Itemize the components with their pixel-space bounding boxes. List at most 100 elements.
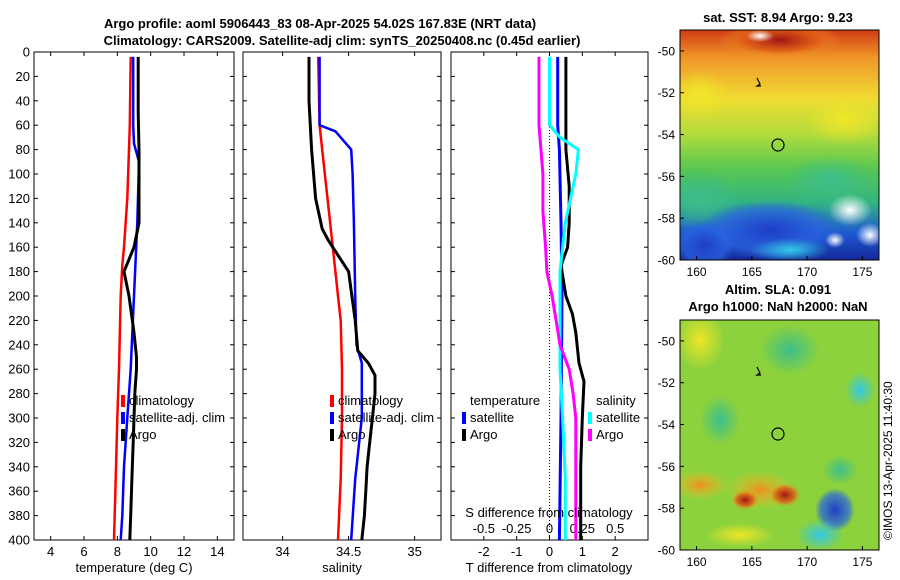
series-line-climatology (316, 56, 344, 541)
legend-swatch-satellite-clim (121, 412, 125, 424)
salinity-x-axis: 34 34.5 35 (275, 52, 422, 559)
legend-swatch-argo (121, 429, 125, 441)
depth-tick-label: 40 (16, 93, 30, 108)
salinity-x-label: salinity (322, 560, 362, 575)
depth-tick-label: 300 (8, 411, 30, 426)
temperature-legend: climatology satellite-adj. clim Argo (121, 393, 225, 442)
sla-latitude-axis: -50 -52 -54 -56 -58 -60 (658, 334, 684, 558)
legend-label-argo: Argo (338, 427, 365, 442)
salinity-difference-tick-label: -0.5 (473, 521, 495, 536)
legend-label-temp-argo: Argo (470, 427, 497, 442)
salinity-difference-tick-label: 0.25 (570, 521, 595, 536)
legend-swatch-argo (330, 429, 334, 441)
salinity-tick-label: 35 (407, 544, 421, 559)
difference-tick-label: 2 (612, 544, 619, 559)
figure-title-line2: Climatology: CARS2009. Satellite-adj cli… (104, 33, 581, 48)
salinity-difference-tick-label: 0 (546, 521, 553, 536)
legend-label-climatology: climatology (338, 393, 404, 408)
sst-map-frame (679, 29, 880, 261)
lat-tick-label: -52 (658, 86, 676, 100)
series-line-temperature-argo (559, 56, 586, 540)
lon-tick-label: 175 (852, 555, 872, 569)
depth-tick-label: 100 (8, 167, 30, 182)
sla-map-frame (679, 319, 880, 551)
depth-tick-label: 360 (8, 484, 30, 499)
legend-label-satellite-clim: satellite-adj. clim (338, 410, 434, 425)
temperature-tick-label: 10 (143, 544, 157, 559)
temperature-tick-label: 14 (210, 544, 224, 559)
depth-tick-label: 0 (23, 45, 30, 60)
temperature-x-label: temperature (deg C) (75, 560, 192, 575)
lon-tick-label: 160 (687, 555, 707, 569)
series-line-salinity-argo (537, 56, 578, 540)
s-difference-label: S difference from climatology (465, 505, 633, 520)
sla-map-title-line2: Argo h1000: NaN h2000: NaN (688, 299, 867, 314)
sst-argo-location-marker (771, 138, 785, 152)
salinity-difference-tick-label: -0.25 (502, 521, 532, 536)
lat-tick-label: -50 (658, 44, 676, 58)
depth-tick-label: 320 (8, 435, 30, 450)
sst-map: sat. SST: 8.94 Argo: 9.23 -50-52-54-56-5… (658, 10, 880, 279)
sla-map-image (680, 320, 879, 550)
sst-latitude-axis: -50 -52 -54 -56 -58 -60 (658, 44, 684, 268)
lat-tick-label: -56 (658, 170, 676, 184)
depth-tick-label: 400 (8, 533, 30, 548)
depth-tick-label: 160 (8, 240, 30, 255)
depth-tick-label: 220 (8, 313, 30, 328)
sst-map-image (680, 30, 879, 260)
lon-tick-label: 170 (797, 555, 817, 569)
depth-tick-label: 140 (8, 215, 30, 230)
series-line-satellite-adj-clim (318, 56, 364, 541)
sst-map-title: sat. SST: 8.94 Argo: 9.23 (703, 10, 853, 25)
depth-tick-label: 120 (8, 191, 30, 206)
sla-argo-location-marker (771, 427, 785, 441)
legend-swatch-satellite-clim (330, 412, 334, 424)
temperature-tick-label: 4 (47, 544, 54, 559)
lon-tick-label: 160 (687, 265, 707, 279)
lat-tick-label: -58 (658, 502, 676, 516)
temperature-x-axis: 4 6 8 10 12 14 (47, 52, 225, 559)
salinity-difference-tick-label: 0.5 (606, 521, 624, 536)
difference-legend: temperature satellite Argo salinity sate… (462, 393, 640, 442)
legend-swatch-climatology (121, 395, 125, 407)
sst-longitude-axis: 160 165 170 175 (687, 256, 873, 279)
depth-tick-label: 180 (8, 264, 30, 279)
temperature-panel: 0 20 40 60 80 100 120 140 160 180 200 220 240 260 280 3… (8, 45, 235, 575)
legend-swatch-sal-satellite (588, 412, 592, 424)
lat-tick-label: -60 (658, 544, 676, 558)
series-line-salinity-satellite (548, 56, 580, 540)
sst-coastline-marker (755, 77, 761, 87)
depth-tick-label: 380 (8, 508, 30, 523)
t-difference-label: T difference from climatology (466, 560, 633, 575)
difference-x-axis: -2 -1 0 1 2 (478, 52, 619, 559)
sla-map-title-line1: Altim. SLA: 0.091 (725, 282, 831, 297)
lon-tick-label: 165 (742, 265, 762, 279)
difference-depth-ticks (451, 51, 648, 541)
temperature-series (112, 56, 141, 541)
sla-longitude-axis: 160 165 170 175 (687, 546, 873, 569)
legend-label-argo: Argo (129, 427, 156, 442)
series-line-climatology (112, 56, 132, 541)
lat-tick-label: -54 (658, 128, 676, 142)
salinity-panel: 34 34.5 35 salinity climatology satellite-… (242, 51, 442, 575)
temperature-tick-label: 6 (80, 544, 87, 559)
difference-series (537, 56, 586, 541)
salinity-tick-label: 34 (275, 544, 289, 559)
legend-swatch-temp-satellite (462, 412, 466, 424)
legend-label-sal-argo: Argo (596, 427, 623, 442)
legend-label-sal-satellite: satellite (596, 410, 640, 425)
depth-tick-label: 280 (8, 386, 30, 401)
difference-tick-label: -1 (511, 544, 523, 559)
depth-tick-label: 20 (16, 69, 30, 84)
series-line-temperature-satellite (556, 56, 564, 541)
legend-swatch-sal-argo (588, 429, 592, 441)
series-line-argo (307, 56, 377, 541)
imos-watermark: ©IMOS 13-Apr-2025 11:40:30 (881, 381, 895, 540)
salinity-series (307, 56, 377, 541)
depth-tick-label: 340 (8, 459, 30, 474)
lat-tick-label: -60 (658, 254, 676, 268)
lon-tick-label: 175 (852, 265, 872, 279)
depth-tick-label: 80 (16, 142, 30, 157)
lon-tick-label: 165 (742, 555, 762, 569)
